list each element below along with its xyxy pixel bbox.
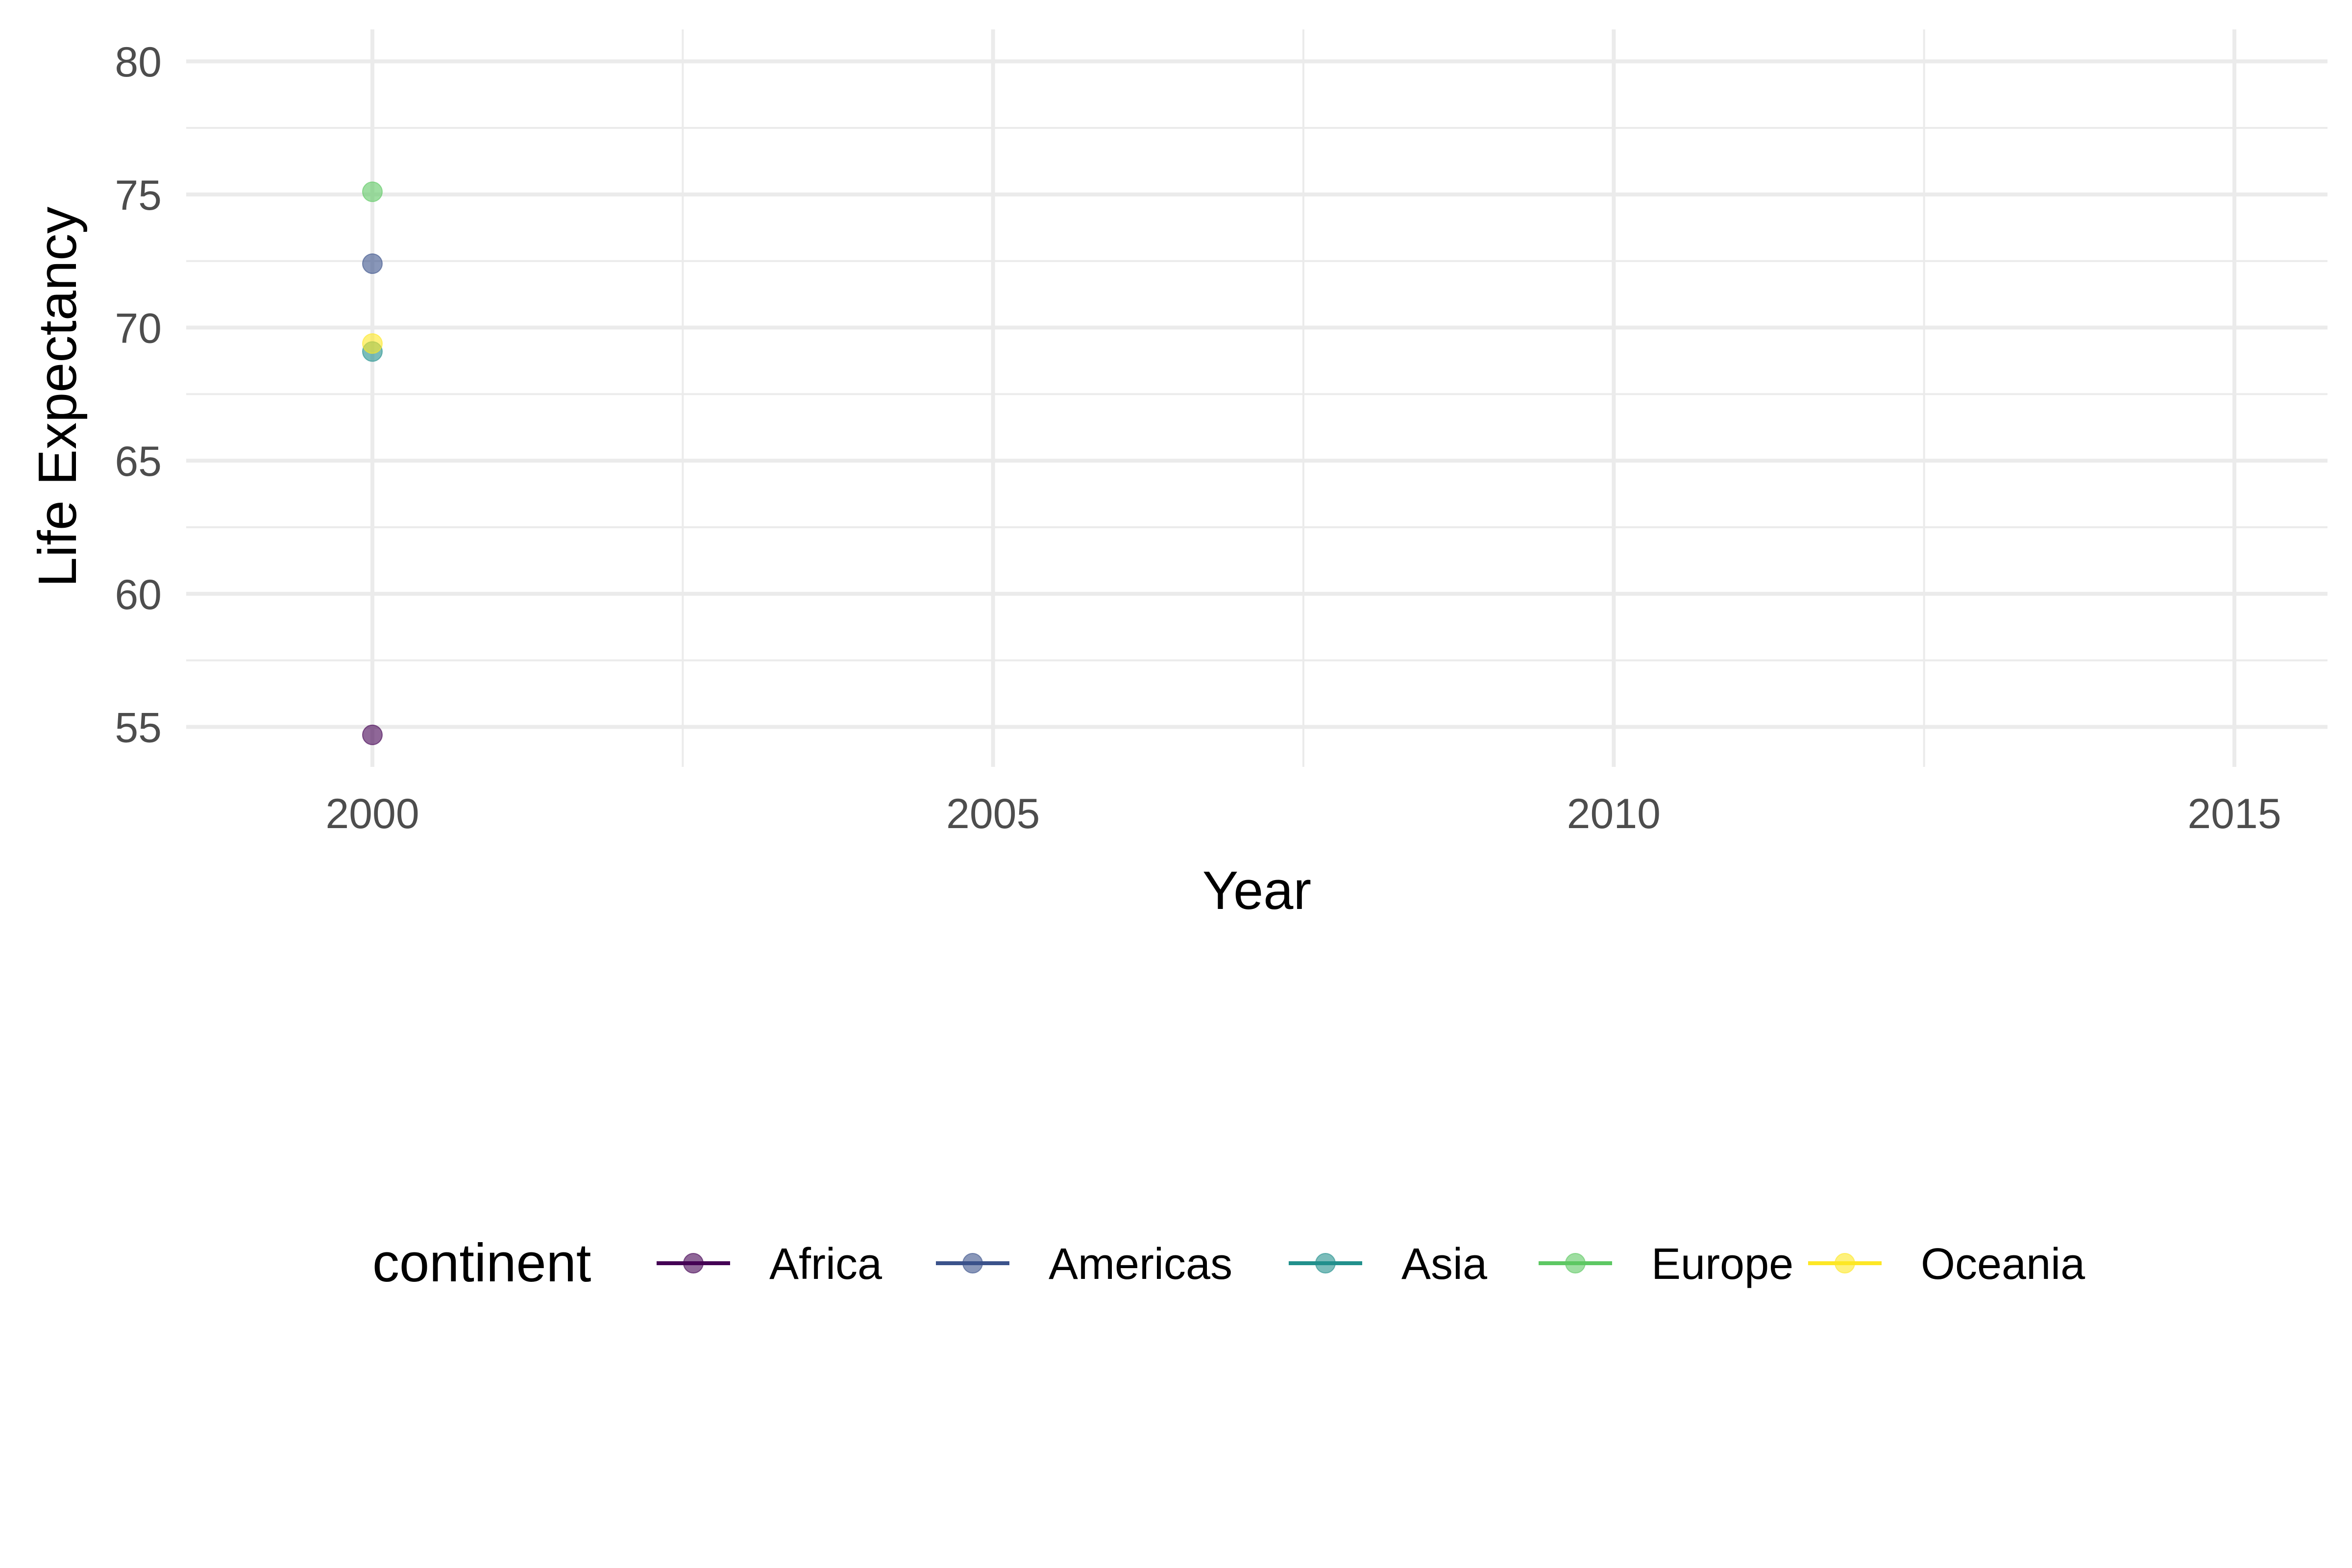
- x-tick-label: 2005: [946, 790, 1040, 837]
- y-tick-label: 70: [115, 305, 162, 352]
- y-axis-ticks: 55 60 65 70 75 80: [115, 39, 162, 751]
- legend-key-point: [962, 1253, 983, 1274]
- legend-item-africa: Africa: [657, 1240, 882, 1289]
- grid: [186, 29, 2328, 767]
- x-tick-label: 2000: [325, 790, 419, 837]
- legend-title: continent: [372, 1233, 591, 1293]
- y-tick-label: 75: [115, 172, 162, 219]
- y-tick-label: 80: [115, 39, 162, 86]
- data-point-oceania: [362, 333, 383, 354]
- legend-label: Europe: [1651, 1240, 1793, 1289]
- x-tick-label: 2010: [1567, 790, 1661, 837]
- legend-key-point: [1835, 1253, 1855, 1274]
- y-axis-title: Life Expectancy: [27, 207, 88, 588]
- data-points: [362, 181, 383, 745]
- legend-label: Asia: [1401, 1240, 1488, 1289]
- data-point-africa: [362, 724, 383, 745]
- legend-item-europe: Europe: [1539, 1240, 1793, 1289]
- data-point-europe: [362, 181, 383, 202]
- legend-items: Africa Americas Asia Europe Oceania: [657, 1240, 2085, 1289]
- x-tick-label: 2015: [2187, 790, 2281, 837]
- legend-label: Africa: [769, 1240, 882, 1289]
- legend-item-oceania: Oceania: [1808, 1240, 2085, 1289]
- y-tick-label: 60: [115, 571, 162, 618]
- legend-key-point: [1565, 1253, 1586, 1274]
- legend-label: Oceania: [1921, 1240, 2085, 1289]
- legend-item-asia: Asia: [1289, 1240, 1488, 1289]
- legend-key-point: [683, 1253, 704, 1274]
- legend: continent Africa Americas Asia Europe Oceani…: [372, 1233, 2085, 1293]
- y-tick-label: 65: [115, 438, 162, 485]
- y-tick-label: 55: [115, 705, 162, 752]
- x-axis-title: Year: [1202, 860, 1311, 921]
- legend-label: Americas: [1049, 1240, 1232, 1289]
- legend-key-point: [1315, 1253, 1336, 1274]
- x-axis-ticks: 2000 2005 2010 2015: [325, 790, 2281, 837]
- data-point-americas: [362, 253, 383, 274]
- legend-item-americas: Americas: [936, 1240, 1232, 1289]
